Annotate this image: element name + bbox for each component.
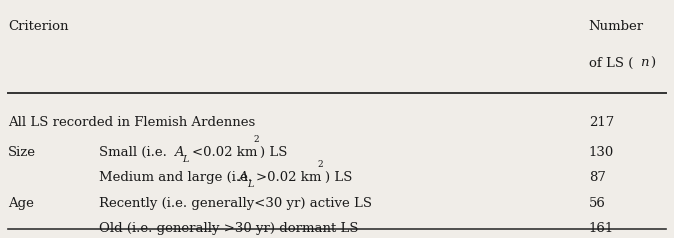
Text: ) LS: ) LS — [325, 171, 353, 184]
Text: <0.02 km: <0.02 km — [192, 146, 257, 159]
Text: ): ) — [650, 56, 655, 69]
Text: Size: Size — [8, 146, 36, 159]
Text: 2: 2 — [317, 160, 323, 169]
Text: All LS recorded in Flemish Ardennes: All LS recorded in Flemish Ardennes — [8, 116, 255, 129]
Text: Recently (i.e. generally<30 yr) active LS: Recently (i.e. generally<30 yr) active L… — [98, 197, 372, 209]
Text: L: L — [183, 155, 189, 164]
Text: 87: 87 — [588, 171, 605, 184]
Text: A: A — [174, 146, 183, 159]
Text: 2: 2 — [253, 134, 259, 144]
Text: ) LS: ) LS — [260, 146, 288, 159]
Text: of LS (: of LS ( — [588, 56, 633, 69]
Text: Number: Number — [588, 20, 644, 33]
Text: Small (i.e.: Small (i.e. — [98, 146, 171, 159]
Text: 130: 130 — [588, 146, 614, 159]
Text: A: A — [239, 171, 248, 184]
Text: >0.02 km: >0.02 km — [256, 171, 321, 184]
Text: Medium and large (i.e.: Medium and large (i.e. — [98, 171, 256, 184]
Text: Age: Age — [8, 197, 34, 209]
Text: 161: 161 — [588, 222, 614, 235]
Text: L: L — [247, 180, 253, 189]
Text: n: n — [640, 56, 648, 69]
Text: 217: 217 — [588, 116, 614, 129]
Text: Old (i.e. generally >30 yr) dormant LS: Old (i.e. generally >30 yr) dormant LS — [98, 222, 358, 235]
Text: 56: 56 — [588, 197, 605, 209]
Text: Criterion: Criterion — [8, 20, 69, 33]
